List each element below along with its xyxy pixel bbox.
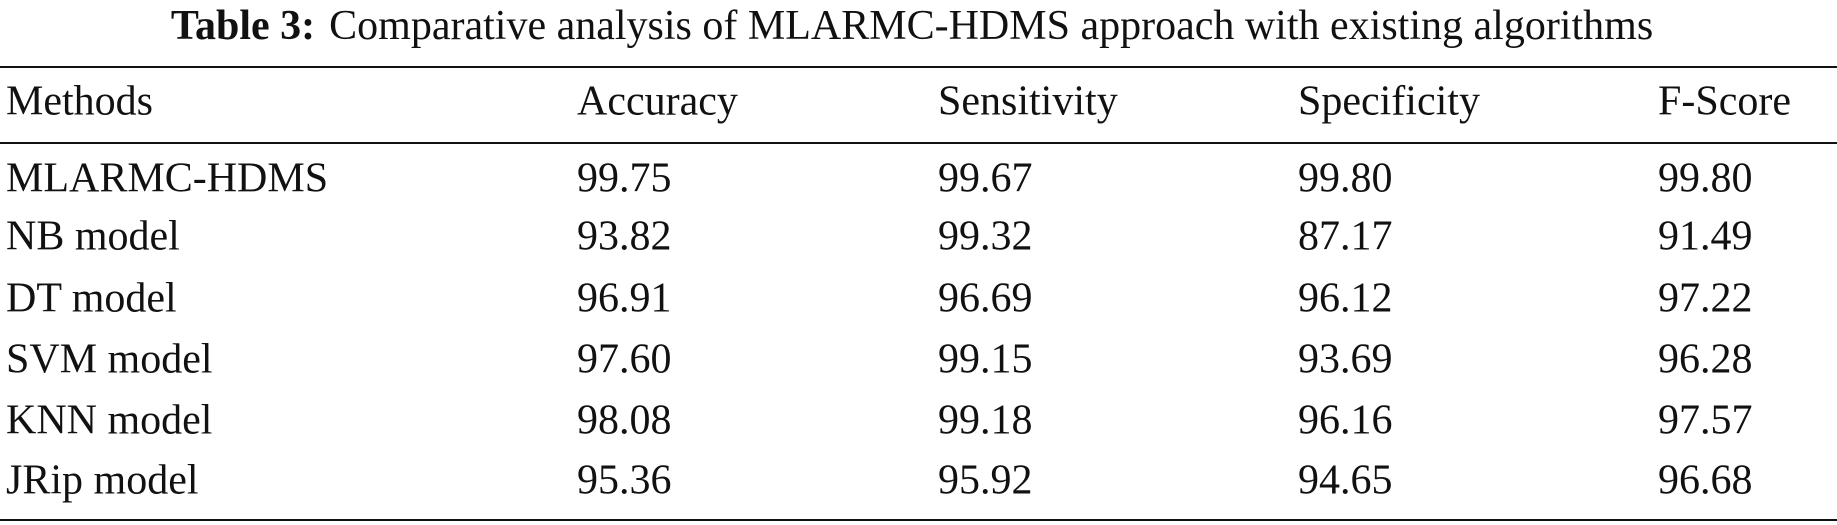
cell-value: 99.32 xyxy=(938,214,1033,260)
column-header: F-Score xyxy=(1658,79,1791,125)
cell-value: 93.69 xyxy=(1298,337,1393,383)
cell-value: 95.36 xyxy=(577,458,672,504)
table-label: Table 3: xyxy=(171,3,315,49)
method-name: DT model xyxy=(6,276,177,322)
column-header: Methods xyxy=(6,79,153,125)
column-header: Accuracy xyxy=(577,79,738,125)
cell-value: 97.22 xyxy=(1658,276,1753,322)
cell-value: 96.68 xyxy=(1658,458,1753,504)
cell-value: 94.65 xyxy=(1298,458,1393,504)
cell-value: 96.28 xyxy=(1658,337,1753,383)
cell-value: 98.08 xyxy=(577,398,672,444)
cell-value: 91.49 xyxy=(1658,214,1753,260)
cell-value: 93.82 xyxy=(577,214,672,260)
cell-value: 97.57 xyxy=(1658,398,1753,444)
table-caption: Table 3: Comparative analysis of MLARMC-H… xyxy=(171,3,1653,49)
method-name: JRip model xyxy=(6,458,199,504)
column-header: Sensitivity xyxy=(938,79,1118,125)
cell-value: 99.15 xyxy=(938,337,1033,383)
cell-value: 87.17 xyxy=(1298,214,1393,260)
cell-value: 99.75 xyxy=(577,156,672,202)
cell-value: 99.80 xyxy=(1298,156,1393,202)
cell-value: 96.69 xyxy=(938,276,1033,322)
cell-value: 95.92 xyxy=(938,458,1033,504)
caption-text: Comparative analysis of MLARMC-HDMS appr… xyxy=(329,3,1653,49)
cell-value: 96.91 xyxy=(577,276,672,322)
cell-value: 99.80 xyxy=(1658,156,1753,202)
cell-value: 99.18 xyxy=(938,398,1033,444)
method-name: MLARMC-HDMS xyxy=(6,156,328,202)
cell-value: 99.67 xyxy=(938,156,1033,202)
method-name: SVM model xyxy=(6,337,213,383)
method-name: KNN model xyxy=(6,398,212,444)
method-name: NB model xyxy=(6,214,180,260)
cell-value: 96.16 xyxy=(1298,398,1393,444)
cell-value: 97.60 xyxy=(577,337,672,383)
cell-value: 96.12 xyxy=(1298,276,1393,322)
column-header: Specificity xyxy=(1298,79,1480,125)
